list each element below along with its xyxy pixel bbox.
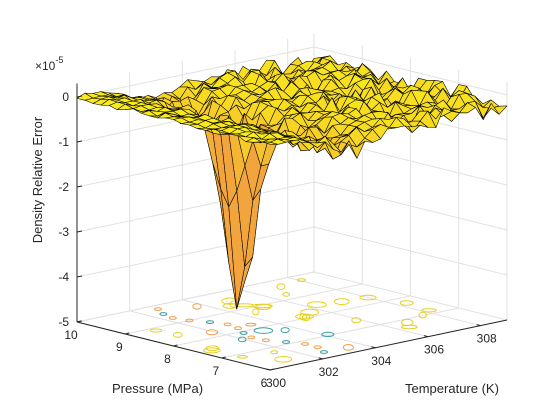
z-tick-label: -3	[58, 225, 69, 239]
grid-line	[76, 46, 315, 98]
contour-line	[400, 324, 418, 330]
y-tick-label: 306	[424, 343, 444, 357]
contour-line	[306, 301, 327, 308]
contour-line	[421, 308, 437, 313]
grid-line	[76, 226, 315, 278]
contour-line	[418, 311, 427, 319]
x-axis-label: Pressure (MPa)	[112, 381, 203, 396]
contour-line	[274, 356, 293, 363]
y-tick-label: 308	[477, 332, 497, 346]
contour-line	[351, 317, 362, 324]
z-axis-label: Density Relative Error	[30, 116, 45, 243]
z-tick-label: -2	[58, 180, 69, 194]
y-tick-mark	[423, 335, 429, 338]
surface-patch	[261, 141, 279, 145]
contour-line	[205, 345, 220, 352]
y-tick-mark	[265, 368, 271, 371]
contour-line	[299, 313, 308, 321]
contour-line	[280, 327, 290, 334]
contour-line	[172, 332, 183, 338]
contour-line	[247, 335, 256, 340]
contour-line	[333, 298, 350, 306]
contour-line	[313, 345, 322, 350]
grid-line	[182, 299, 376, 349]
contour-line	[149, 328, 163, 333]
contour-line	[245, 322, 257, 327]
grid-line	[76, 181, 315, 233]
contour-line	[168, 316, 177, 320]
contour-line	[239, 331, 248, 335]
contour-line	[399, 300, 414, 306]
contour-line	[203, 347, 221, 354]
x-tick-label: 8	[164, 352, 171, 366]
contour-line	[237, 336, 247, 343]
y-tick-label: 300	[266, 376, 286, 390]
y-tick-mark	[476, 324, 481, 327]
grid-line	[129, 310, 323, 360]
contour-line	[300, 308, 320, 316]
contour-line	[320, 350, 328, 354]
y-tick-label: 302	[319, 365, 339, 379]
contour-line	[192, 303, 202, 310]
y-tick-mark	[371, 346, 376, 349]
y-axis-label: Temperature (K)	[405, 381, 499, 396]
grid-line	[173, 295, 411, 347]
x-tick-label: 6	[261, 376, 268, 390]
z-tick-label: -4	[58, 270, 69, 284]
z-tick-label: -5	[58, 315, 69, 329]
contour-line	[270, 350, 279, 355]
z-tick-label: -1	[58, 135, 69, 149]
contour-line	[154, 307, 162, 312]
x-tick-label: 10	[64, 328, 78, 342]
x-tick-mark	[125, 332, 130, 335]
z-exponent-label: ×10-5	[35, 55, 63, 73]
contour-line	[252, 303, 273, 309]
z-tick-mark	[76, 230, 83, 233]
contour-line	[223, 322, 232, 327]
z-exponent-power: -5	[55, 55, 63, 65]
contour-line	[359, 294, 377, 301]
x-tick-mark	[173, 344, 178, 347]
axes-frame	[76, 83, 508, 371]
contour-line	[206, 320, 214, 325]
contour-line	[252, 308, 260, 316]
x-tick-mark	[76, 320, 82, 323]
x-tick-label: 9	[116, 340, 123, 354]
z-tick-mark	[76, 95, 83, 98]
contour-line	[253, 327, 274, 334]
temperature-axis	[269, 319, 508, 371]
contour-line	[205, 329, 219, 336]
contour-line	[159, 312, 168, 316]
contour-line	[237, 355, 248, 359]
grid-line	[125, 283, 363, 335]
grid-line	[76, 271, 315, 323]
contour-line	[276, 283, 286, 291]
contour-line	[282, 292, 291, 297]
contour-line	[282, 340, 290, 344]
y-tick-mark	[318, 357, 323, 360]
contour-line	[296, 278, 307, 282]
grid-line	[287, 277, 481, 327]
z-tick-mark	[76, 275, 83, 278]
contour-line	[185, 318, 194, 323]
surface-mesh	[76, 55, 508, 310]
x-tick-mark	[221, 356, 226, 359]
z-tick-mark	[76, 140, 83, 143]
contour-line	[261, 338, 270, 343]
y-tick-label: 304	[371, 354, 391, 368]
z-tick-mark	[76, 185, 83, 188]
contour-line	[234, 326, 242, 331]
grid-line	[234, 288, 429, 338]
contour-line	[301, 342, 310, 346]
contour-line	[401, 318, 414, 327]
x-tick-mark	[269, 368, 275, 371]
contour-line	[321, 331, 335, 337]
z-exponent-base: ×10	[35, 59, 56, 73]
x-tick-label: 7	[212, 364, 219, 378]
z-tick-label: 0	[62, 90, 69, 104]
contour-line	[342, 344, 354, 351]
